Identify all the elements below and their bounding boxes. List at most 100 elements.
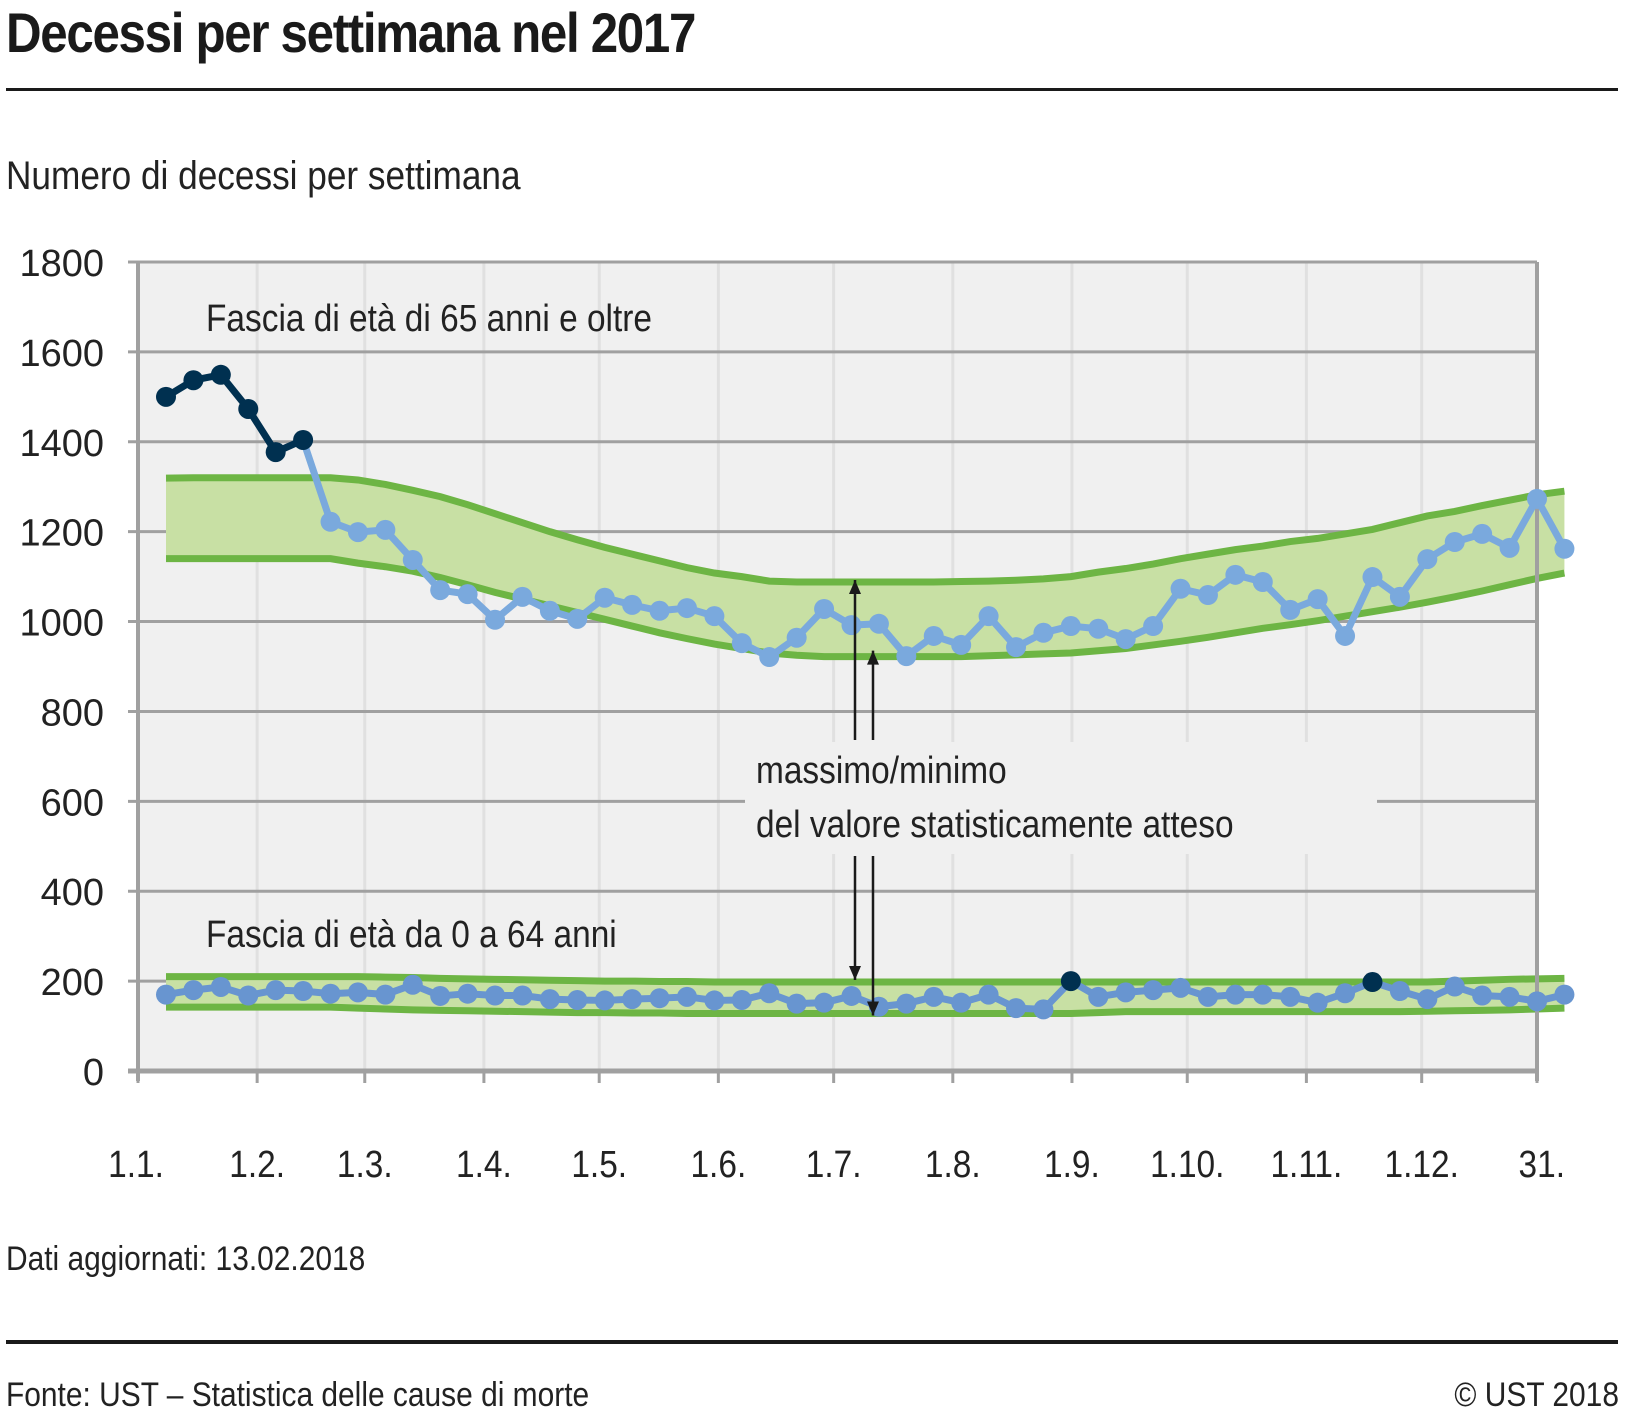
data-point[interactable] <box>183 370 204 391</box>
data-point[interactable] <box>183 980 204 1001</box>
data-point[interactable] <box>1006 637 1027 658</box>
data-point[interactable] <box>238 398 259 419</box>
data-point[interactable] <box>430 580 451 601</box>
data-point[interactable] <box>731 989 752 1010</box>
data-point[interactable] <box>622 989 643 1010</box>
data-point[interactable] <box>896 646 917 667</box>
data-point[interactable] <box>485 609 506 630</box>
data-point[interactable] <box>759 647 780 668</box>
data-point[interactable] <box>1362 972 1383 993</box>
data-point[interactable] <box>567 608 588 629</box>
data-point[interactable] <box>923 986 944 1007</box>
data-point[interactable] <box>1115 629 1136 650</box>
data-point[interactable] <box>731 633 752 654</box>
data-point[interactable] <box>1307 589 1328 610</box>
data-point[interactable] <box>1143 980 1164 1001</box>
data-point[interactable] <box>814 992 835 1013</box>
data-point[interactable] <box>402 549 423 570</box>
data-point[interactable] <box>1088 986 1109 1007</box>
data-point[interactable] <box>293 980 314 1001</box>
data-point[interactable] <box>156 386 176 407</box>
data-point[interactable] <box>512 586 533 607</box>
data-point[interactable] <box>1335 625 1356 646</box>
data-point[interactable] <box>1033 999 1054 1020</box>
data-point[interactable] <box>868 613 889 634</box>
data-point[interactable] <box>1280 599 1301 620</box>
data-point[interactable] <box>293 429 314 450</box>
data-point[interactable] <box>923 625 944 646</box>
data-point[interactable] <box>786 627 807 648</box>
data-point[interactable] <box>265 442 286 463</box>
data-point[interactable] <box>567 989 588 1010</box>
data-point[interactable] <box>1225 564 1246 585</box>
data-point[interactable] <box>210 364 231 385</box>
data-point[interactable] <box>1499 537 1520 558</box>
data-point[interactable] <box>1362 567 1383 588</box>
data-point[interactable] <box>347 982 368 1003</box>
data-point[interactable] <box>704 990 725 1011</box>
data-point[interactable] <box>814 598 835 619</box>
data-point[interactable] <box>951 992 972 1013</box>
data-point[interactable] <box>1170 977 1191 998</box>
data-point[interactable] <box>238 985 259 1006</box>
data-point[interactable] <box>1252 984 1273 1005</box>
data-point[interactable] <box>1335 983 1356 1004</box>
data-point[interactable] <box>1252 572 1273 593</box>
data-point[interactable] <box>951 634 972 655</box>
data-point[interactable] <box>156 984 176 1005</box>
data-point[interactable] <box>1033 622 1054 643</box>
data-point[interactable] <box>1389 980 1410 1001</box>
data-point[interactable] <box>1417 549 1438 570</box>
data-point[interactable] <box>1554 984 1575 1005</box>
data-point[interactable] <box>1389 586 1410 607</box>
data-point[interactable] <box>1060 971 1081 992</box>
data-point[interactable] <box>896 993 917 1014</box>
data-point[interactable] <box>1170 578 1191 599</box>
data-point[interactable] <box>1197 986 1218 1007</box>
data-point[interactable] <box>1088 618 1109 639</box>
data-point[interactable] <box>1554 538 1575 559</box>
data-point[interactable] <box>676 598 697 619</box>
data-point[interactable] <box>1472 523 1493 544</box>
data-point[interactable] <box>539 600 560 621</box>
data-point[interactable] <box>676 986 697 1007</box>
data-point[interactable] <box>649 988 670 1009</box>
data-point[interactable] <box>457 584 478 605</box>
data-point[interactable] <box>1499 986 1520 1007</box>
data-point[interactable] <box>402 974 423 995</box>
data-point[interactable] <box>1417 989 1438 1010</box>
data-point[interactable] <box>430 985 451 1006</box>
data-point[interactable] <box>841 985 862 1006</box>
data-point[interactable] <box>320 983 341 1004</box>
data-point[interactable] <box>539 989 560 1010</box>
data-point[interactable] <box>1197 585 1218 606</box>
data-point[interactable] <box>1527 488 1547 509</box>
data-point[interactable] <box>512 985 533 1006</box>
data-point[interactable] <box>594 990 615 1011</box>
data-point[interactable] <box>1444 976 1465 997</box>
data-point[interactable] <box>1060 616 1081 637</box>
data-point[interactable] <box>978 606 999 627</box>
data-point[interactable] <box>786 993 807 1014</box>
data-point[interactable] <box>1444 532 1465 553</box>
data-point[interactable] <box>1527 991 1547 1012</box>
data-point[interactable] <box>1280 986 1301 1007</box>
data-point[interactable] <box>649 600 670 621</box>
data-point[interactable] <box>1225 984 1246 1005</box>
data-point[interactable] <box>375 519 396 540</box>
data-point[interactable] <box>265 980 286 1001</box>
data-point[interactable] <box>1115 982 1136 1003</box>
data-point[interactable] <box>622 594 643 615</box>
data-point[interactable] <box>375 984 396 1005</box>
data-point[interactable] <box>759 983 780 1004</box>
data-point[interactable] <box>1006 998 1027 1019</box>
data-point[interactable] <box>457 983 478 1004</box>
data-point[interactable] <box>704 606 725 627</box>
data-point[interactable] <box>594 587 615 608</box>
data-point[interactable] <box>1307 992 1328 1013</box>
data-point[interactable] <box>1143 616 1164 637</box>
data-point[interactable] <box>1472 985 1493 1006</box>
data-point[interactable] <box>485 985 506 1006</box>
data-point[interactable] <box>978 984 999 1005</box>
data-point[interactable] <box>320 511 341 532</box>
